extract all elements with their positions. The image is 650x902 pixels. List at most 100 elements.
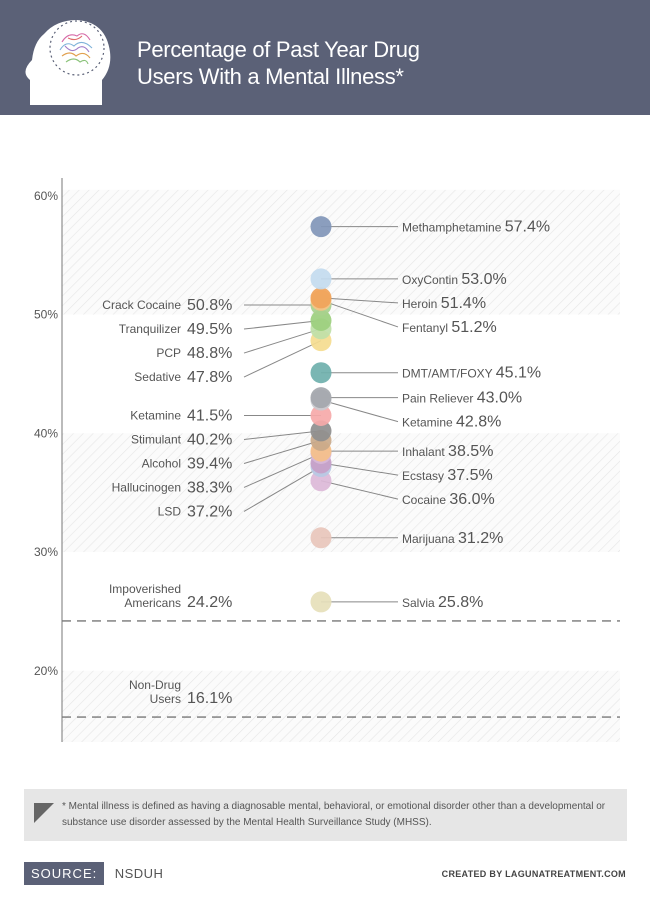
reference-name: Users	[150, 692, 181, 706]
point-name: Tranquilizer	[119, 322, 181, 336]
point-name: Sedative	[134, 370, 181, 384]
point-name: Crack Cocaine	[102, 298, 181, 312]
y-tick-label: 30%	[34, 545, 58, 559]
point-value: 39.4%	[187, 455, 232, 472]
point-value: 38.5%	[448, 443, 493, 460]
reference-name: Impoverished	[109, 582, 181, 596]
point-label: Marijuana 31.2%	[402, 530, 503, 547]
source-value: NSDUH	[114, 866, 164, 881]
point-value: 36.0%	[449, 491, 494, 508]
leader-line	[320, 462, 399, 476]
point-label: OxyContin 53.0%	[402, 271, 507, 288]
point-name: Cocaine	[402, 493, 449, 507]
y-tick-label: 50%	[34, 308, 58, 322]
data-point	[310, 362, 332, 384]
y-tick-label: 20%	[34, 664, 58, 678]
point-label: Fentanyl 51.2%	[402, 319, 497, 336]
point-name: Ecstasy	[402, 469, 447, 483]
point-value: 45.1%	[496, 365, 541, 382]
point-value: 37.5%	[447, 467, 492, 484]
leader-line	[243, 466, 322, 512]
point-name: Inhalant	[402, 445, 448, 459]
point-value: 41.5%	[187, 407, 232, 424]
leader-line	[243, 439, 322, 464]
point-name: Fentanyl	[402, 321, 451, 335]
data-point	[310, 268, 332, 290]
point-label: Ketamine 42.8%	[402, 414, 501, 431]
data-point	[310, 216, 332, 238]
point-label: Pain Reliever 43.0%	[402, 390, 522, 407]
point-value: 47.8%	[187, 369, 232, 386]
point-value: 25.8%	[438, 594, 483, 611]
point-value: 50.8%	[187, 297, 232, 314]
page-title: Percentage of Past Year Drug Users With …	[137, 37, 420, 89]
point-name: OxyContin	[402, 273, 461, 287]
y-tick-label: 40%	[34, 426, 58, 440]
point-value: 37.2%	[187, 503, 232, 520]
point-value: 43.0%	[477, 390, 522, 407]
leader-line	[320, 480, 399, 500]
point-label: Inhalant 38.5%	[402, 443, 493, 460]
corner-triangle-icon	[34, 803, 54, 823]
point-label: DMT/AMT/FOXY 45.1%	[402, 365, 541, 382]
data-point	[310, 387, 332, 409]
point-name: LSD	[158, 504, 182, 518]
footnote-box: * Mental illness is defined as having a …	[24, 789, 627, 841]
point-name: DMT/AMT/FOXY	[402, 367, 496, 381]
point-name: Pain Reliever	[402, 392, 477, 406]
hatched-band	[62, 670, 620, 742]
point-name: Alcohol	[142, 456, 181, 470]
data-point	[310, 591, 332, 613]
footnote-text: * Mental illness is defined as having a …	[62, 801, 606, 828]
hatched-band	[62, 189, 620, 315]
reference-value: 16.1%	[187, 690, 232, 707]
source-label: SOURCE:	[24, 862, 105, 885]
point-label: Cocaine 36.0%	[402, 491, 495, 508]
brain-head-icon	[25, 20, 111, 105]
point-label: Methamphetamine 57.4%	[402, 219, 550, 236]
header-banner: Percentage of Past Year Drug Users With …	[0, 0, 650, 115]
reference-name: Non-Drug	[129, 678, 181, 692]
point-label: Ecstasy 37.5%	[402, 467, 493, 484]
point-name: Hallucinogen	[112, 480, 181, 494]
point-value: 57.4%	[505, 219, 550, 236]
leader-line	[320, 399, 399, 423]
data-point	[310, 420, 332, 442]
data-point	[310, 527, 332, 549]
reference-value: 24.2%	[187, 594, 232, 611]
point-name: Methamphetamine	[402, 221, 505, 235]
source-line: SOURCE: NSDUH	[24, 862, 163, 885]
point-name: Marijuana	[402, 532, 458, 546]
leader-line	[243, 340, 322, 378]
point-value: 48.8%	[187, 345, 232, 362]
point-name: Ketamine	[402, 416, 456, 430]
point-value: 42.8%	[456, 414, 501, 431]
point-label: Heroin 51.4%	[402, 295, 486, 312]
data-point	[310, 404, 332, 426]
point-label: Salvia 25.8%	[402, 594, 483, 611]
point-value: 49.5%	[187, 321, 232, 338]
point-name: Salvia	[402, 596, 438, 610]
point-name: PCP	[156, 346, 181, 360]
point-value: 40.2%	[187, 431, 232, 448]
data-point	[310, 309, 332, 331]
point-name: Heroin	[402, 297, 441, 311]
leader-line	[320, 299, 399, 328]
point-value: 51.4%	[441, 295, 486, 312]
point-value: 51.2%	[451, 319, 496, 336]
credit-text: CREATED BY LAGUNATREATMENT.COM	[441, 869, 626, 879]
reference-name: Americans	[124, 596, 181, 610]
hatched-band	[62, 433, 620, 553]
leader-line	[320, 297, 399, 304]
data-point	[310, 287, 332, 309]
y-tick-label: 60%	[34, 189, 58, 203]
leader-line	[243, 319, 322, 330]
leader-line	[243, 430, 322, 440]
point-name: Stimulant	[131, 432, 182, 446]
point-value: 31.2%	[458, 530, 503, 547]
leader-line	[243, 453, 322, 488]
point-value: 53.0%	[461, 271, 506, 288]
point-value: 38.3%	[187, 479, 232, 496]
leader-line	[243, 328, 322, 354]
